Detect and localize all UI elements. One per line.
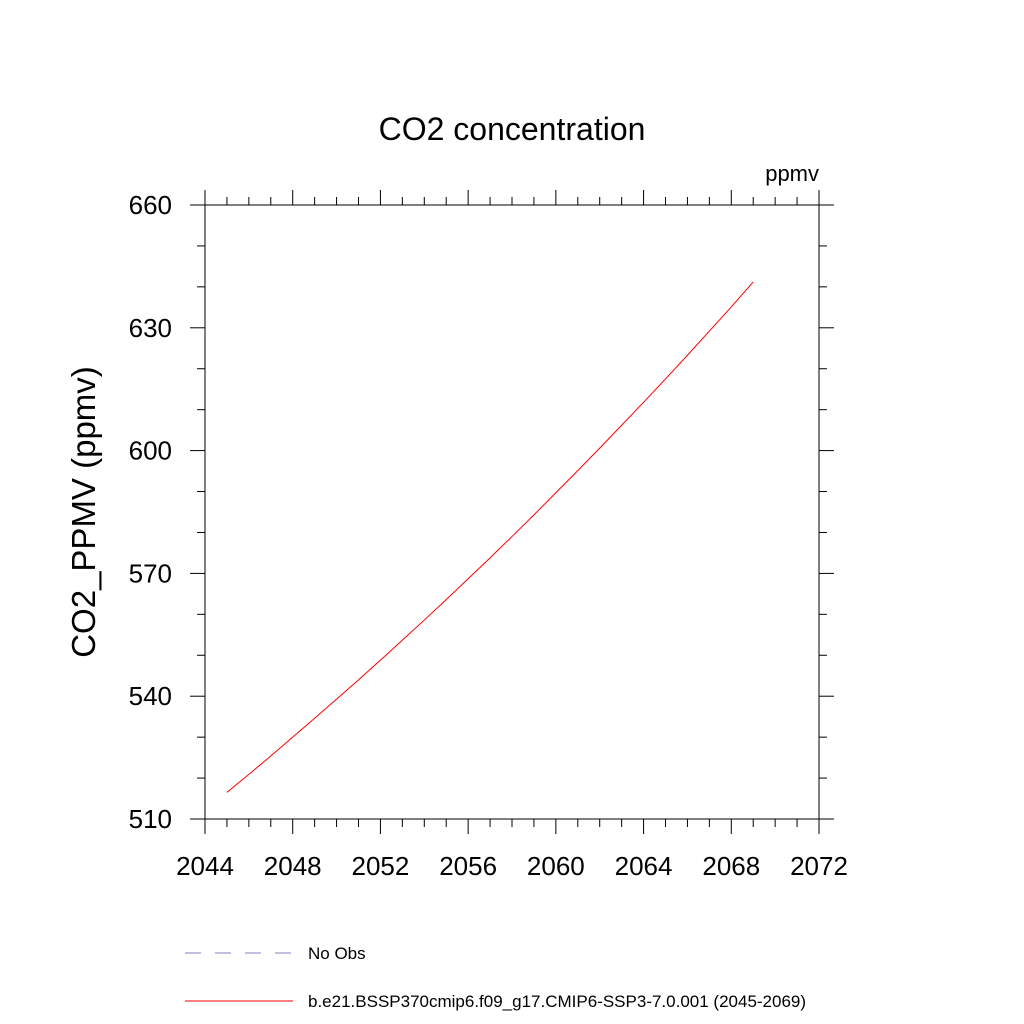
axis-ticks (190, 190, 834, 834)
y-tick-label: 510 (129, 804, 172, 834)
x-tick-label: 2056 (439, 851, 497, 881)
chart-title: CO2 concentration (379, 111, 646, 147)
y-axis-label: CO2_PPMV (ppmv) (65, 366, 102, 658)
y-tick-label: 600 (129, 436, 172, 466)
legend-label-1: b.e21.BSSP370cmip6.f09_g17.CMIP6-SSP3-7.… (308, 992, 806, 1011)
x-tick-label: 2060 (527, 851, 585, 881)
x-tick-label: 2064 (615, 851, 673, 881)
axis-tick-labels: 2044 2048 2052 2056 2060 2064 2068 2072 510 540 57… (129, 190, 848, 881)
y-tick-label: 540 (129, 681, 172, 711)
plot-frame (204, 204, 820, 820)
legend-label-0: No Obs (308, 944, 366, 963)
y-tick-label: 570 (129, 558, 172, 588)
series-line-1 (226, 281, 754, 793)
x-tick-label: 2068 (702, 851, 760, 881)
x-tick-label: 2052 (352, 851, 410, 881)
x-tick-label: 2048 (264, 851, 322, 881)
series-layer (226, 281, 754, 793)
y-tick-label: 660 (129, 190, 172, 220)
legend: No Obs b.e21.BSSP370cmip6.f09_g17.CMIP6-S… (185, 944, 806, 1011)
y-tick-label: 630 (129, 313, 172, 343)
x-tick-label: 2072 (790, 851, 848, 881)
x-tick-label: 2044 (176, 851, 234, 881)
units-label: ppmv (765, 161, 819, 186)
